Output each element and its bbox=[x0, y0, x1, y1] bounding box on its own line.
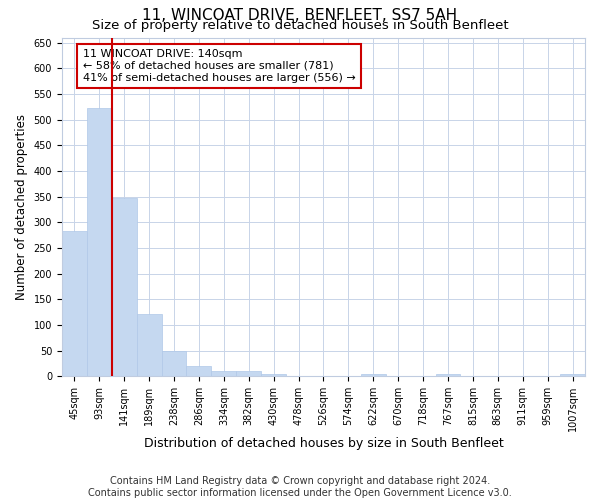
Bar bbox=[236, 371, 261, 376]
Bar bbox=[436, 374, 460, 376]
Text: Size of property relative to detached houses in South Benfleet: Size of property relative to detached ho… bbox=[92, 18, 508, 32]
Text: 11 WINCOAT DRIVE: 140sqm
← 58% of detached houses are smaller (781)
41% of semi-: 11 WINCOAT DRIVE: 140sqm ← 58% of detach… bbox=[83, 50, 356, 82]
Bar bbox=[211, 370, 236, 376]
Bar bbox=[87, 108, 112, 376]
Bar bbox=[62, 231, 87, 376]
Bar bbox=[187, 366, 211, 376]
Y-axis label: Number of detached properties: Number of detached properties bbox=[15, 114, 28, 300]
Bar bbox=[261, 374, 286, 376]
Text: 11, WINCOAT DRIVE, BENFLEET, SS7 5AH: 11, WINCOAT DRIVE, BENFLEET, SS7 5AH bbox=[142, 8, 458, 22]
Bar bbox=[161, 351, 187, 376]
Bar bbox=[361, 374, 386, 376]
Bar bbox=[137, 314, 161, 376]
Bar bbox=[112, 198, 137, 376]
Text: Contains HM Land Registry data © Crown copyright and database right 2024.
Contai: Contains HM Land Registry data © Crown c… bbox=[88, 476, 512, 498]
X-axis label: Distribution of detached houses by size in South Benfleet: Distribution of detached houses by size … bbox=[143, 437, 503, 450]
Bar bbox=[560, 374, 585, 376]
